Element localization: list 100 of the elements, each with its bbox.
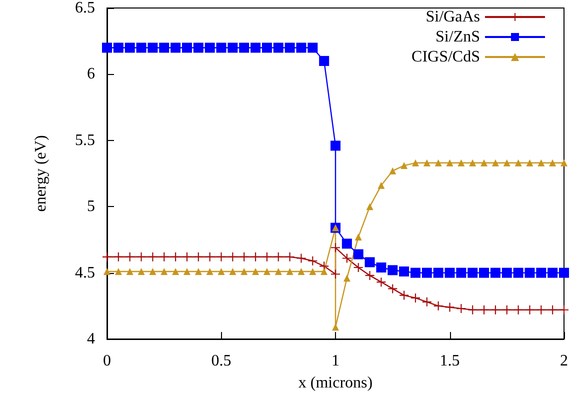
point xyxy=(548,305,558,314)
point xyxy=(389,167,396,174)
point xyxy=(138,268,145,275)
point xyxy=(296,42,306,53)
point xyxy=(159,42,170,53)
point xyxy=(560,159,568,166)
point xyxy=(206,268,214,275)
point xyxy=(205,252,214,262)
point xyxy=(308,256,318,266)
point xyxy=(525,305,534,314)
y-tick-label: 6 xyxy=(87,66,95,83)
point xyxy=(378,182,385,189)
point xyxy=(366,203,374,210)
point xyxy=(172,268,180,275)
point xyxy=(376,278,386,287)
point xyxy=(194,252,203,262)
point xyxy=(388,284,398,294)
point xyxy=(469,159,476,166)
point xyxy=(228,42,238,53)
point xyxy=(182,252,192,262)
point xyxy=(239,42,250,53)
point xyxy=(102,42,112,53)
point xyxy=(284,42,295,53)
point xyxy=(549,159,556,166)
point xyxy=(434,159,442,166)
point xyxy=(524,268,535,278)
point xyxy=(536,305,546,314)
point xyxy=(229,268,236,275)
point xyxy=(468,268,478,278)
point xyxy=(412,159,419,166)
point xyxy=(104,268,110,275)
point xyxy=(502,268,512,278)
point xyxy=(365,270,374,280)
point xyxy=(410,293,420,302)
point xyxy=(559,268,569,278)
point xyxy=(354,263,363,272)
point xyxy=(513,268,524,278)
point xyxy=(433,268,444,278)
point xyxy=(548,268,558,278)
x-tick-label: 1.5 xyxy=(440,352,460,370)
x-tick-label: 1 xyxy=(332,352,340,370)
point xyxy=(342,254,352,263)
point xyxy=(125,252,134,262)
point xyxy=(514,305,523,314)
point xyxy=(434,301,443,310)
point xyxy=(490,268,500,278)
point xyxy=(274,252,283,262)
point xyxy=(422,297,432,306)
point xyxy=(183,268,190,275)
point xyxy=(252,268,260,275)
point xyxy=(149,268,156,275)
point xyxy=(353,249,364,260)
point xyxy=(319,56,330,66)
point xyxy=(526,159,534,166)
point xyxy=(331,270,340,279)
point xyxy=(182,42,192,53)
point xyxy=(343,274,350,282)
point xyxy=(286,268,294,275)
point xyxy=(479,268,490,278)
point xyxy=(560,305,568,314)
point xyxy=(193,42,204,53)
y-tick-label: 4.5 xyxy=(75,264,95,282)
x-axis-title: x (microns) xyxy=(298,374,373,392)
point xyxy=(218,268,225,275)
point xyxy=(458,159,465,166)
point xyxy=(456,268,466,278)
point xyxy=(490,305,500,314)
x-tick-label: 0 xyxy=(103,352,111,370)
y-axis-title: energy (eV) xyxy=(32,135,50,212)
point xyxy=(194,268,202,275)
point xyxy=(502,305,512,314)
point xyxy=(250,42,261,53)
y-tick-label: 5.5 xyxy=(75,132,95,149)
y-tick-label: 4 xyxy=(87,330,95,348)
point xyxy=(503,159,510,166)
point xyxy=(423,159,430,166)
point xyxy=(273,42,284,53)
point xyxy=(480,305,489,314)
point xyxy=(136,252,146,262)
point xyxy=(400,162,408,170)
point xyxy=(446,159,454,166)
point xyxy=(514,159,522,166)
point xyxy=(160,268,168,275)
point xyxy=(160,252,169,262)
x-tick-label: 2 xyxy=(560,352,568,370)
point xyxy=(170,42,181,53)
point xyxy=(274,268,282,275)
point xyxy=(114,268,122,275)
point xyxy=(285,252,294,262)
point xyxy=(400,290,409,300)
point xyxy=(536,268,546,278)
point xyxy=(216,42,226,53)
x-tick-label: 0.5 xyxy=(211,352,232,370)
point xyxy=(538,159,545,166)
point xyxy=(422,268,432,278)
point xyxy=(309,268,316,275)
point xyxy=(262,42,272,53)
point xyxy=(296,254,306,263)
point xyxy=(298,268,305,275)
point xyxy=(492,159,499,166)
